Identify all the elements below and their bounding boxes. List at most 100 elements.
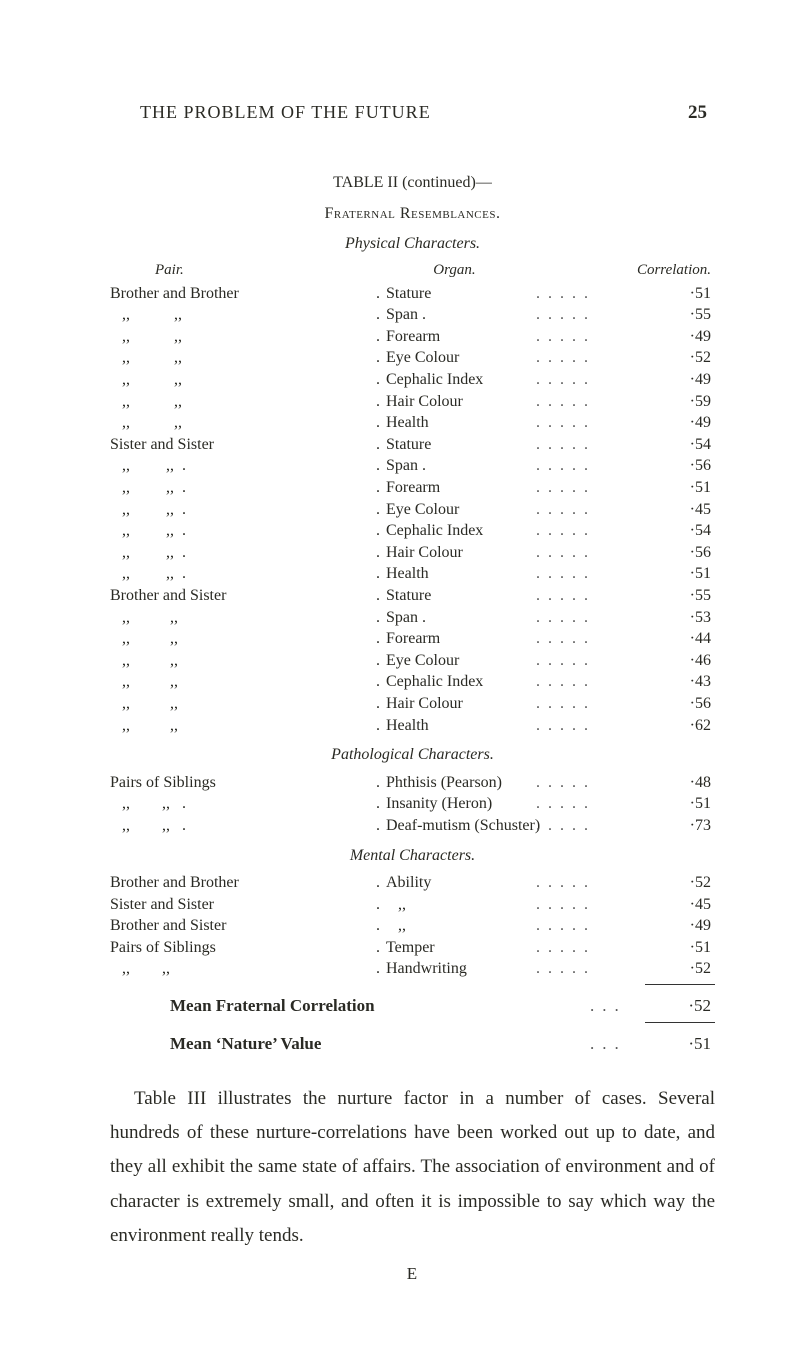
cell-leader: ..... bbox=[536, 793, 651, 815]
cell-corr: ·49 bbox=[651, 915, 715, 937]
cell-leader: ..... bbox=[536, 815, 651, 837]
summary-leader: ... bbox=[590, 995, 651, 1018]
table-row: ,, ,,.Cephalic Index.....·49 bbox=[110, 369, 715, 391]
cell-sep: . bbox=[370, 915, 386, 937]
cell-leader: ..... bbox=[536, 304, 651, 326]
cell-corr: ·51 bbox=[651, 283, 715, 305]
cell-sep: . bbox=[370, 607, 386, 629]
cell-pair: ,, ,, . bbox=[110, 542, 370, 564]
section-heading: Physical Characters. bbox=[110, 233, 715, 255]
cell-sep: . bbox=[370, 628, 386, 650]
cell-pair: ,, ,, bbox=[110, 628, 370, 650]
cell-sep: . bbox=[370, 455, 386, 477]
cell-leader: ..... bbox=[536, 772, 651, 794]
cell-sep: . bbox=[370, 283, 386, 305]
cell-organ: Stature bbox=[386, 585, 536, 607]
cell-sep: . bbox=[370, 412, 386, 434]
table-row: ,, ,, ..Forearm.....·51 bbox=[110, 477, 715, 499]
cell-sep: . bbox=[370, 434, 386, 456]
cell-pair: ,, ,, . bbox=[110, 455, 370, 477]
table-row: ,, ,,.Cephalic Index.....·43 bbox=[110, 671, 715, 693]
table-row: ,, ,,.Eye Colour.....·52 bbox=[110, 347, 715, 369]
cell-corr: ·48 bbox=[651, 772, 715, 794]
table-row: ,, ,,.Span ......·55 bbox=[110, 304, 715, 326]
cell-organ: Hair Colour bbox=[386, 542, 536, 564]
cell-organ: Health bbox=[386, 563, 536, 585]
table-row: Sister and Sister.Stature.....·54 bbox=[110, 434, 715, 456]
cell-leader: ..... bbox=[536, 958, 651, 980]
table-row: ,, ,, ..Cephalic Index.....·54 bbox=[110, 520, 715, 542]
running-head: THE PROBLEM OF THE FUTURE 25 bbox=[110, 100, 715, 126]
cell-leader: ..... bbox=[536, 915, 651, 937]
cell-leader: ..... bbox=[536, 607, 651, 629]
cell-organ: Health bbox=[386, 412, 536, 434]
table-row: ,, ,,.Health.....·62 bbox=[110, 715, 715, 737]
table-body: Physical Characters.Pair.Organ.Correlati… bbox=[110, 233, 715, 980]
cell-sep: . bbox=[370, 347, 386, 369]
cell-corr: ·52 bbox=[651, 347, 715, 369]
summary-rule-1 bbox=[645, 984, 715, 985]
cell-organ: Insanity (Heron) bbox=[386, 793, 536, 815]
cell-pair: ,, ,, . bbox=[110, 793, 370, 815]
cell-corr: ·51 bbox=[651, 477, 715, 499]
table-label: TABLE II (continued)— bbox=[110, 172, 715, 194]
cell-corr: ·45 bbox=[651, 499, 715, 521]
col-header-organ: Organ. bbox=[413, 260, 637, 280]
cell-pair: ,, ,, bbox=[110, 958, 370, 980]
cell-sep: . bbox=[370, 894, 386, 916]
cell-leader: ..... bbox=[536, 434, 651, 456]
cell-sep: . bbox=[370, 650, 386, 672]
cell-pair: ,, ,, . bbox=[110, 520, 370, 542]
cell-pair: ,, ,, bbox=[110, 347, 370, 369]
cell-sep: . bbox=[370, 369, 386, 391]
cell-leader: ..... bbox=[536, 693, 651, 715]
cell-pair: Pairs of Siblings bbox=[110, 937, 370, 959]
summary-row: Mean ‘Nature’ Value...·51 bbox=[110, 1033, 715, 1056]
table-row: Pairs of Siblings.Temper.....·51 bbox=[110, 937, 715, 959]
cell-organ: Span . bbox=[386, 455, 536, 477]
cell-sep: . bbox=[370, 326, 386, 348]
cell-pair: Brother and Sister bbox=[110, 915, 370, 937]
cell-organ: Stature bbox=[386, 434, 536, 456]
cell-pair: ,, ,, bbox=[110, 412, 370, 434]
table-row: Brother and Brother.Stature.....·51 bbox=[110, 283, 715, 305]
cell-corr: ·43 bbox=[651, 671, 715, 693]
table-row: Sister and Sister. ,,.....·45 bbox=[110, 894, 715, 916]
summary-row: Mean Fraternal Correlation...·52 bbox=[110, 995, 715, 1018]
cell-corr: ·51 bbox=[651, 793, 715, 815]
cell-organ: Eye Colour bbox=[386, 347, 536, 369]
cell-pair: ,, ,, bbox=[110, 326, 370, 348]
cell-leader: ..... bbox=[536, 628, 651, 650]
section-heading: Mental Characters. bbox=[110, 845, 715, 867]
cell-corr: ·49 bbox=[651, 369, 715, 391]
cell-sep: . bbox=[370, 520, 386, 542]
cell-organ: Hair Colour bbox=[386, 391, 536, 413]
cell-corr: ·62 bbox=[651, 715, 715, 737]
cell-leader: ..... bbox=[536, 872, 651, 894]
table-subtitle: Fraternal Resemblances. bbox=[110, 203, 715, 225]
cell-organ: Handwriting bbox=[386, 958, 536, 980]
cell-sep: . bbox=[370, 772, 386, 794]
cell-pair: ,, ,, bbox=[110, 650, 370, 672]
cell-sep: . bbox=[370, 542, 386, 564]
cell-sep: . bbox=[370, 477, 386, 499]
cell-pair: Sister and Sister bbox=[110, 894, 370, 916]
running-head-page: 25 bbox=[688, 100, 707, 126]
cell-pair: ,, ,, . bbox=[110, 499, 370, 521]
table-row: ,, ,,.Hair Colour.....·59 bbox=[110, 391, 715, 413]
cell-corr: ·49 bbox=[651, 326, 715, 348]
cell-pair: Brother and Sister bbox=[110, 585, 370, 607]
table-row: ,, ,,.Forearm.....·44 bbox=[110, 628, 715, 650]
cell-sep: . bbox=[370, 815, 386, 837]
cell-leader: ..... bbox=[536, 563, 651, 585]
cell-organ: Ability bbox=[386, 872, 536, 894]
cell-corr: ·44 bbox=[651, 628, 715, 650]
cell-corr: ·59 bbox=[651, 391, 715, 413]
cell-corr: ·45 bbox=[651, 894, 715, 916]
cell-leader: ..... bbox=[536, 391, 651, 413]
cell-pair: Brother and Brother bbox=[110, 872, 370, 894]
cell-corr: ·46 bbox=[651, 650, 715, 672]
cell-corr: ·54 bbox=[651, 434, 715, 456]
cell-leader: ..... bbox=[536, 542, 651, 564]
cell-organ: Eye Colour bbox=[386, 650, 536, 672]
